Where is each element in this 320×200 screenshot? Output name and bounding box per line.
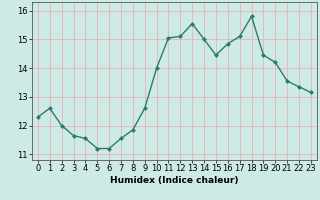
X-axis label: Humidex (Indice chaleur): Humidex (Indice chaleur) [110, 176, 239, 185]
